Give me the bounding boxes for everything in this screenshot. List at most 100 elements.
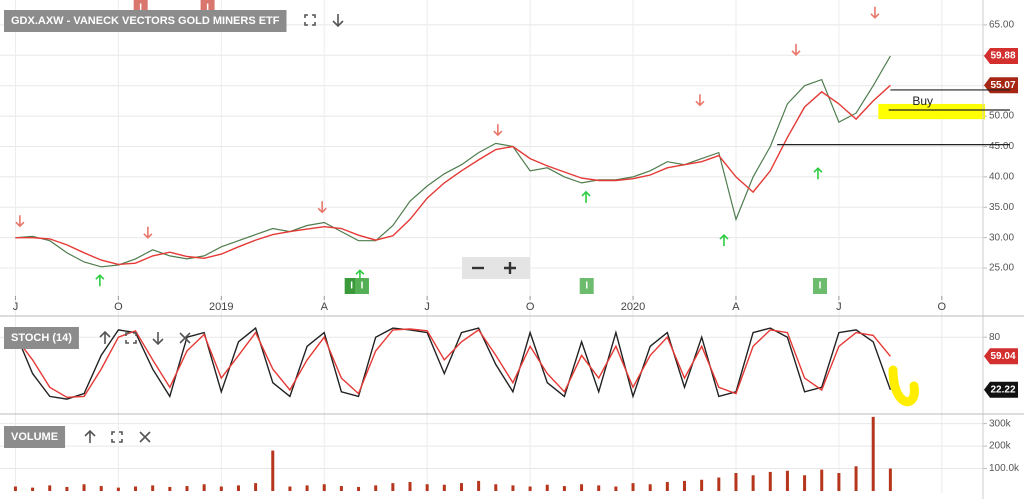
volume-bar <box>854 466 858 491</box>
volume-bar <box>820 469 824 491</box>
volume-bar <box>768 471 772 491</box>
y-tick-label: 50.00 <box>989 111 1014 122</box>
move-up-icon[interactable] <box>84 429 96 443</box>
volume-bar <box>48 485 52 491</box>
volume-bar <box>631 483 635 491</box>
volume-bar <box>545 484 549 491</box>
close-icon[interactable] <box>179 332 191 344</box>
volume-bar <box>511 485 515 491</box>
volume-bar <box>837 473 841 491</box>
series-line <box>15 84 891 266</box>
signal-arrow <box>695 94 705 107</box>
volume-bar <box>459 483 463 491</box>
event-label: I <box>139 3 142 14</box>
event-marker <box>813 278 828 294</box>
down-icon[interactable] <box>332 14 344 28</box>
value-tag-label: 59.88 <box>990 51 1015 62</box>
signal-arrow <box>15 215 25 228</box>
volume-bar <box>322 484 326 491</box>
y-tick-label: 65.00 <box>989 20 1014 31</box>
annotation-label: Buy <box>912 94 933 108</box>
value-tag <box>984 77 1018 94</box>
volume-bar <box>871 416 875 491</box>
y-tick-label: 200k <box>989 441 1012 452</box>
x-tick-label: A <box>732 301 740 313</box>
volume-bar <box>134 486 138 491</box>
volume-bar <box>374 485 378 491</box>
event-label: I <box>350 281 353 292</box>
volume-bar <box>734 473 738 491</box>
volume-bar <box>151 485 155 491</box>
x-tick-label: 2020 <box>621 301 645 313</box>
panel-title-box <box>4 10 287 32</box>
x-tick-label: J <box>836 301 842 313</box>
volume-bar <box>425 484 429 491</box>
volume-bar <box>700 479 704 491</box>
volume-bar <box>785 470 789 491</box>
volume-bar <box>803 475 807 491</box>
volume-bar <box>751 475 755 491</box>
close-icon[interactable] <box>139 431 151 443</box>
y-tick-label: 80 <box>989 332 1001 343</box>
move-down-icon[interactable] <box>152 332 164 346</box>
volume-bar <box>408 482 412 491</box>
volume-bar <box>13 486 17 491</box>
volume-bar <box>202 484 206 491</box>
signal-arrow <box>813 167 823 180</box>
event-marker <box>354 278 369 294</box>
event-marker <box>579 278 594 294</box>
highlight-scribble <box>888 365 919 407</box>
signal-arrow <box>143 226 153 239</box>
annotation-box <box>878 103 985 120</box>
volume-bar <box>665 482 669 491</box>
x-tick-label: O <box>526 301 535 313</box>
panel-title: VOLUME <box>11 431 58 443</box>
volume-bar <box>562 486 566 491</box>
volume-bar <box>65 486 69 491</box>
volume-bar <box>597 485 601 491</box>
signal-arrow <box>493 124 503 137</box>
event-label: I <box>585 281 588 292</box>
volume-bar <box>305 485 309 491</box>
fullscreen-icon[interactable] <box>304 14 316 26</box>
volume-bar <box>219 486 223 491</box>
x-tick-label: O <box>114 301 123 313</box>
zoom-in-button[interactable] <box>504 262 516 274</box>
signal-arrow <box>95 274 105 287</box>
y-tick-label: 100.0k <box>989 463 1020 474</box>
volume-bar <box>477 480 481 491</box>
move-up-icon[interactable] <box>99 330 111 344</box>
signal-arrow <box>581 190 591 203</box>
volume-bar <box>494 484 498 491</box>
volume-bar <box>236 485 240 491</box>
value-tag <box>984 381 1018 398</box>
volume-bar <box>442 484 446 491</box>
y-tick-label: 30.00 <box>989 232 1014 243</box>
x-tick-label: 2019 <box>209 301 233 313</box>
signal-arrow <box>870 6 880 19</box>
x-tick-label: J <box>424 301 430 313</box>
zoom-controls <box>462 257 530 279</box>
y-tick-label: 25.00 <box>989 263 1014 274</box>
x-tick-label: O <box>938 301 947 313</box>
fullscreen-icon[interactable] <box>111 431 123 443</box>
x-tick-label: A <box>321 301 329 313</box>
volume-bar <box>254 483 258 491</box>
volume-bar <box>580 484 584 491</box>
volume-bar <box>339 486 343 491</box>
signal-arrow <box>791 43 801 56</box>
volume-bar <box>288 486 292 491</box>
volume-bar <box>614 486 618 491</box>
fullscreen-icon[interactable] <box>125 332 137 344</box>
volume-bar <box>528 486 532 491</box>
y-tick-label: 35.00 <box>989 202 1014 213</box>
event-label: I <box>361 281 364 292</box>
volume-bar <box>888 468 892 491</box>
volume-bar <box>648 484 652 491</box>
volume-bar <box>717 477 721 491</box>
x-tick-label: J <box>13 301 19 313</box>
